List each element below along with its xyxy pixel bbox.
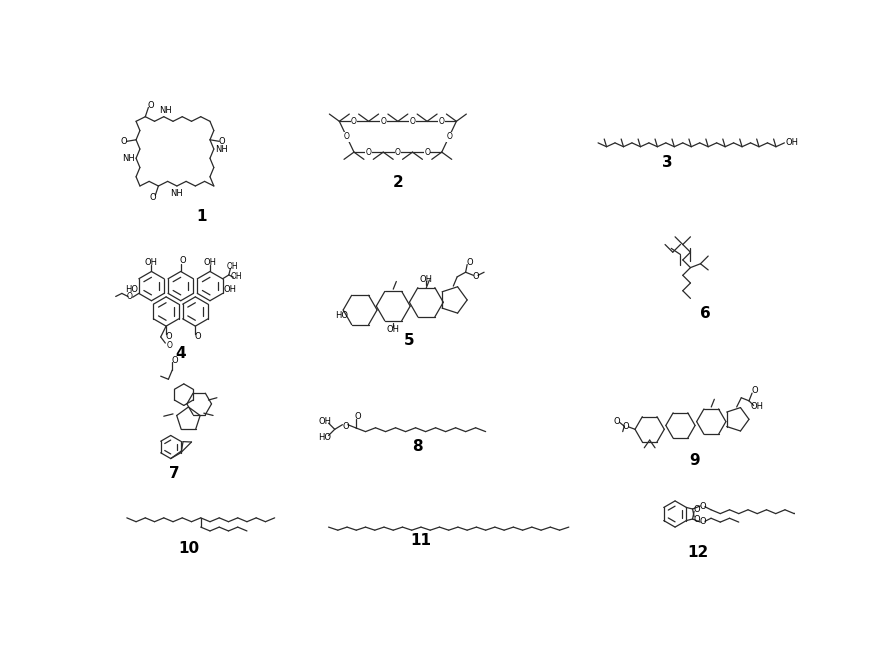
Text: 9: 9 [689, 453, 700, 468]
Text: O: O [194, 332, 201, 342]
Text: O: O [120, 137, 127, 146]
Text: OH: OH [204, 258, 216, 266]
Text: O: O [447, 132, 452, 141]
Text: 1: 1 [197, 209, 206, 224]
Text: O: O [409, 117, 416, 126]
Text: OH: OH [387, 324, 400, 334]
Text: 5: 5 [404, 333, 415, 348]
Text: O: O [351, 117, 357, 126]
Text: O: O [466, 258, 473, 266]
Text: HO: HO [335, 311, 348, 320]
Text: NH: NH [170, 190, 183, 198]
Text: O: O [219, 137, 226, 146]
Text: 3: 3 [662, 155, 672, 170]
Text: O: O [439, 117, 445, 126]
Text: O: O [623, 422, 629, 431]
Text: 12: 12 [688, 545, 709, 560]
Text: O: O [171, 355, 178, 365]
Text: O: O [380, 117, 386, 126]
Text: O: O [127, 292, 133, 301]
Text: NH: NH [215, 145, 228, 153]
Text: O: O [342, 422, 349, 431]
Text: 2: 2 [392, 176, 403, 190]
Text: 10: 10 [178, 541, 199, 556]
Text: O: O [472, 272, 479, 282]
Text: O: O [165, 332, 172, 342]
Text: OH: OH [145, 258, 158, 266]
Text: 11: 11 [410, 534, 431, 549]
Text: 6: 6 [701, 307, 711, 321]
Text: O: O [150, 193, 156, 202]
Text: NH: NH [122, 154, 135, 163]
Text: OH: OH [420, 274, 433, 284]
Text: 7: 7 [169, 466, 180, 481]
Text: OH: OH [750, 402, 763, 411]
Text: O: O [613, 417, 620, 426]
Text: O: O [395, 147, 400, 157]
Text: HO: HO [125, 285, 138, 293]
Text: NH: NH [159, 106, 172, 115]
Text: O: O [699, 502, 706, 511]
Text: O: O [693, 505, 700, 513]
Text: O: O [366, 147, 371, 157]
Text: 8: 8 [412, 439, 423, 454]
Text: OH: OH [230, 272, 243, 281]
Text: OH: OH [786, 138, 798, 147]
Text: O: O [180, 256, 186, 265]
Text: 4: 4 [175, 345, 186, 361]
Text: O: O [693, 515, 700, 524]
Text: O: O [344, 132, 350, 141]
Text: HO: HO [318, 432, 331, 442]
Text: OH: OH [223, 285, 237, 293]
Text: O: O [751, 386, 758, 395]
Text: O: O [699, 517, 706, 526]
Text: O: O [424, 147, 430, 157]
Text: O: O [167, 341, 173, 350]
Text: OH: OH [227, 262, 238, 271]
Text: O: O [147, 101, 154, 110]
Text: O: O [354, 412, 361, 420]
Text: OH: OH [318, 417, 331, 426]
